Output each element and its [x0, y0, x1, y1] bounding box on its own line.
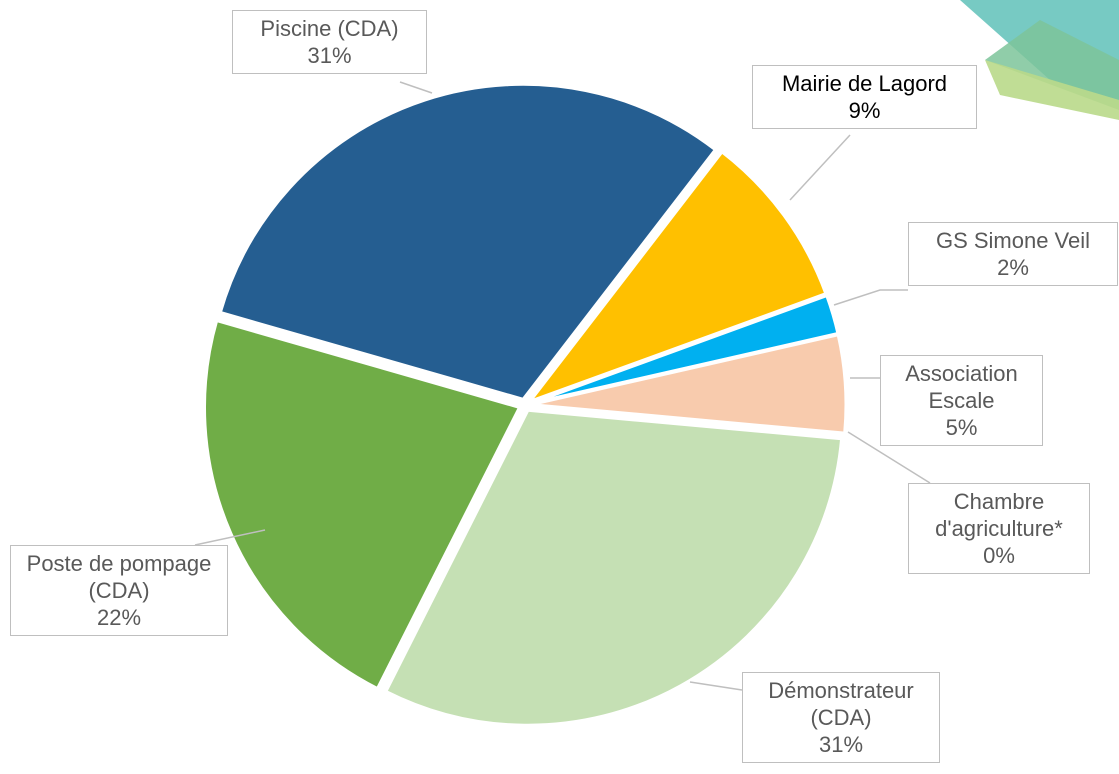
label-value: 31%: [239, 42, 420, 69]
page: Piscine (CDA)31%Mairie de Lagord9%GS Sim…: [0, 0, 1119, 774]
leader-line: [400, 82, 432, 93]
decoration: [960, 0, 1119, 120]
label-name: Chambre d'agriculture*: [915, 488, 1083, 542]
leader-line: [790, 135, 850, 200]
data-label: Poste de pompage (CDA)22%: [10, 545, 228, 636]
label-name: Mairie de Lagord: [759, 70, 970, 97]
data-label: Démonstrateur (CDA)31%: [742, 672, 940, 763]
slices: [205, 84, 846, 725]
label-name: GS Simone Veil: [915, 227, 1111, 254]
label-value: 22%: [17, 604, 221, 631]
label-name: Piscine (CDA): [239, 15, 420, 42]
label-value: 9%: [759, 97, 970, 124]
leader-line: [834, 290, 908, 305]
label-value: 31%: [749, 731, 933, 758]
label-name: Association Escale: [887, 360, 1036, 414]
data-label: Piscine (CDA)31%: [232, 10, 427, 74]
label-value: 2%: [915, 254, 1111, 281]
label-name: Poste de pompage (CDA): [17, 550, 221, 604]
leader-line: [690, 682, 742, 690]
label-value: 0%: [915, 542, 1083, 569]
data-label: Chambre d'agriculture*0%: [908, 483, 1090, 574]
label-name: Démonstrateur (CDA): [749, 677, 933, 731]
label-value: 5%: [887, 414, 1036, 441]
